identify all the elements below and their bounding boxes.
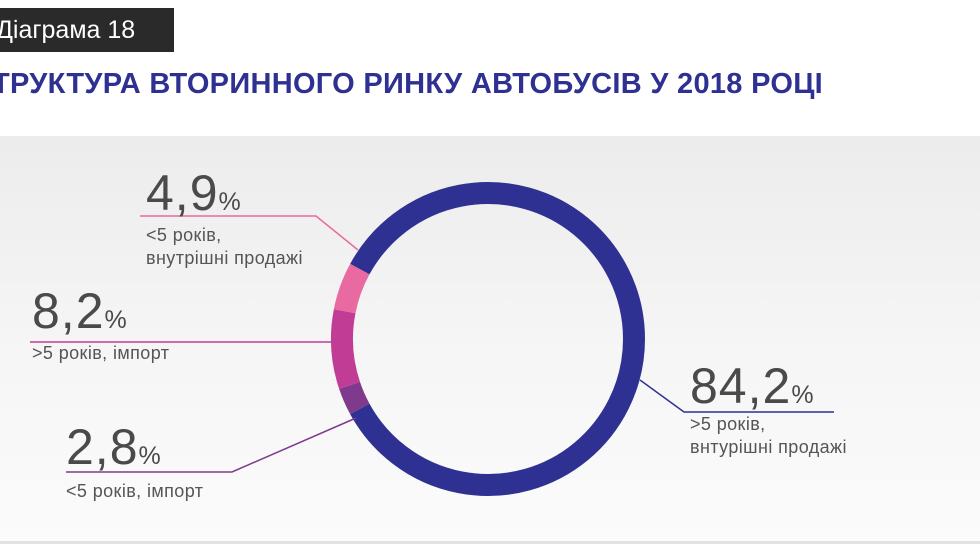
slice-1-desc-1: <5 років, імпорт <box>66 481 204 501</box>
slice-0-desc-1: >5 років, <box>690 414 766 434</box>
slice-3-unit: % <box>218 188 241 216</box>
slice-3-desc-2: внутрішні продажі <box>146 248 303 268</box>
label-slice-2: 8,2% >5 років, імпорт <box>32 286 169 365</box>
label-slice-1: 2,8% <5 років, імпорт <box>66 422 203 503</box>
slice-1-value: 2,8 <box>66 419 139 475</box>
label-slice-3: 4,9% <5 років, внутрішні продажі <box>146 168 303 270</box>
leader-line-0 <box>639 379 834 413</box>
leader-line-1 <box>66 417 357 473</box>
diagram-tag: Діаграма 18 <box>0 8 174 52</box>
slice-1-unit: % <box>138 442 161 470</box>
slice-3-desc-1: <5 років, <box>146 225 222 245</box>
slice-2-unit: % <box>104 306 127 334</box>
donut-slice-0 <box>350 182 645 496</box>
slice-3-value: 4,9 <box>146 165 219 221</box>
slice-0-value: 84,2 <box>690 358 792 414</box>
bottom-divider <box>0 541 980 544</box>
slice-2-value: 8,2 <box>32 283 105 339</box>
slice-0-desc-2: внтурішні продажі <box>690 437 847 457</box>
donut-slice-2 <box>331 309 361 389</box>
donut-slice-1 <box>339 381 370 415</box>
label-slice-0: 84,2% >5 років, внтурішні продажі <box>690 361 847 459</box>
slice-2-desc-1: >5 років, імпорт <box>32 343 170 363</box>
leader-line-3 <box>140 215 359 251</box>
slice-0-unit: % <box>791 381 814 409</box>
donut-slice-3 <box>333 263 370 314</box>
chart-title: ТРУКТУРА ВТОРИННОГО РИНКУ АВТОБУСІВ У 20… <box>0 68 824 100</box>
